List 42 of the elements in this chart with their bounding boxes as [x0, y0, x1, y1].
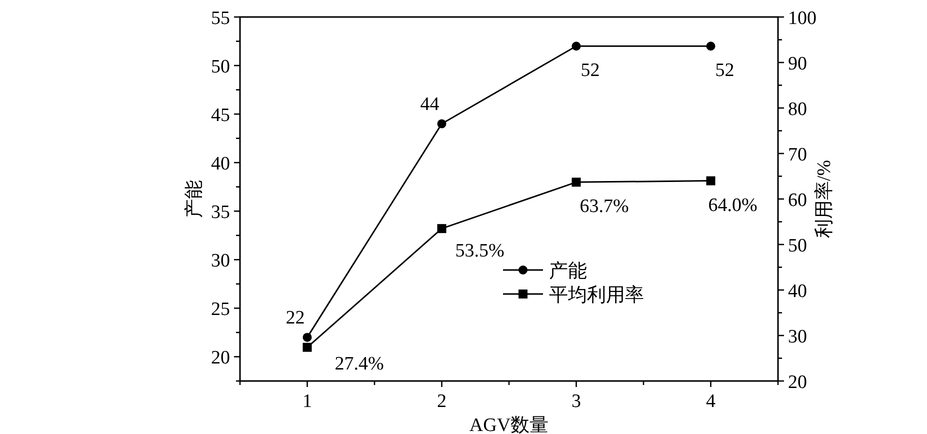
data-label: 52 [715, 60, 734, 82]
x-tick-label: 4 [706, 391, 716, 412]
y2-axis-title: 利用率/% [813, 160, 835, 238]
y2-tick-label: 50 [788, 236, 807, 256]
x-axis-title: AGV数量 [469, 415, 549, 434]
data-label: 63.7% [580, 196, 629, 218]
y2-tick-label: 100 [788, 8, 816, 29]
y2-tick-label: 20 [788, 372, 807, 393]
y-tick-label: 50 [211, 56, 230, 78]
y2-tick-label: 70 [788, 144, 807, 166]
x-tick-label: 1 [302, 391, 312, 412]
point [302, 342, 312, 352]
data-label: 27.4% [334, 353, 384, 374]
y-tick-label: 40 [211, 154, 230, 175]
y2-tick-label: 90 [788, 54, 807, 74]
y2-tick-label: 30 [788, 326, 807, 348]
y-tick-label: 35 [211, 202, 230, 224]
y-tick-label: 55 [211, 8, 230, 29]
point [706, 42, 716, 51]
y-axis-title: 产能 [184, 180, 205, 218]
y2-tick-label: 40 [788, 281, 807, 302]
y2-tick-label: 80 [788, 99, 807, 120]
point [706, 176, 716, 186]
data-label: 53.5% [455, 240, 504, 262]
data-label: 22 [286, 307, 305, 328]
point [572, 178, 581, 187]
point [437, 224, 446, 234]
y-tick-label: 20 [211, 348, 230, 369]
legend-label: 产能 [549, 261, 587, 282]
y-tick-label: 30 [211, 250, 230, 272]
data-label: 52 [580, 60, 600, 82]
data-label: 64.0% [708, 194, 758, 216]
y-tick-label: 45 [211, 105, 230, 126]
y2-tick-label: 60 [788, 190, 807, 211]
data-label: 44 [420, 94, 440, 115]
x-tick-label: 2 [437, 391, 446, 412]
y-tick-label: 25 [211, 299, 230, 320]
point [572, 42, 581, 51]
legend-label: 平均利用率 [549, 284, 644, 306]
x-tick-label: 3 [572, 391, 581, 412]
point [302, 332, 312, 342]
point [437, 119, 446, 128]
